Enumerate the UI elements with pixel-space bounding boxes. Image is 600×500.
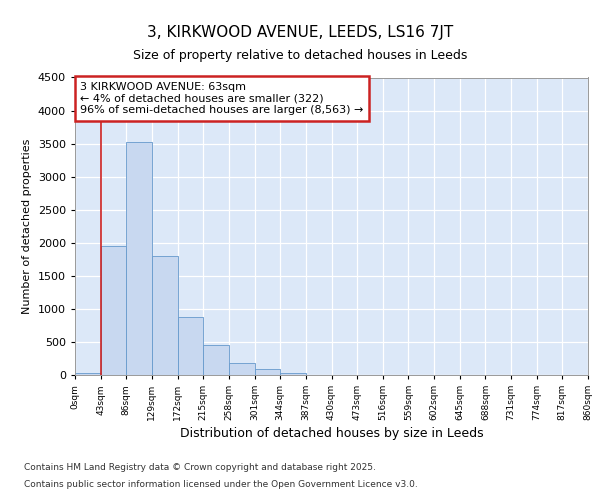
Text: 3, KIRKWOOD AVENUE, LEEDS, LS16 7JT: 3, KIRKWOOD AVENUE, LEEDS, LS16 7JT (147, 25, 453, 40)
Bar (203, 344, 229, 375)
Bar (254, 369, 280, 375)
Bar (229, 363, 254, 375)
Bar (152, 256, 178, 375)
Text: Size of property relative to detached houses in Leeds: Size of property relative to detached ho… (133, 50, 467, 62)
Bar (127, 142, 152, 375)
Y-axis label: Number of detached properties: Number of detached properties (22, 138, 32, 314)
Text: Contains public sector information licensed under the Open Government Licence v3: Contains public sector information licen… (24, 480, 418, 489)
Text: Contains HM Land Registry data © Crown copyright and database right 2025.: Contains HM Land Registry data © Crown c… (24, 464, 376, 472)
X-axis label: Distribution of detached houses by size in Leeds: Distribution of detached houses by size … (179, 428, 484, 440)
Bar (280, 373, 306, 375)
Bar (75, 373, 101, 375)
Text: 3 KIRKWOOD AVENUE: 63sqm
← 4% of detached houses are smaller (322)
96% of semi-d: 3 KIRKWOOD AVENUE: 63sqm ← 4% of detache… (80, 82, 364, 115)
Bar (178, 318, 203, 375)
Bar (101, 246, 127, 375)
